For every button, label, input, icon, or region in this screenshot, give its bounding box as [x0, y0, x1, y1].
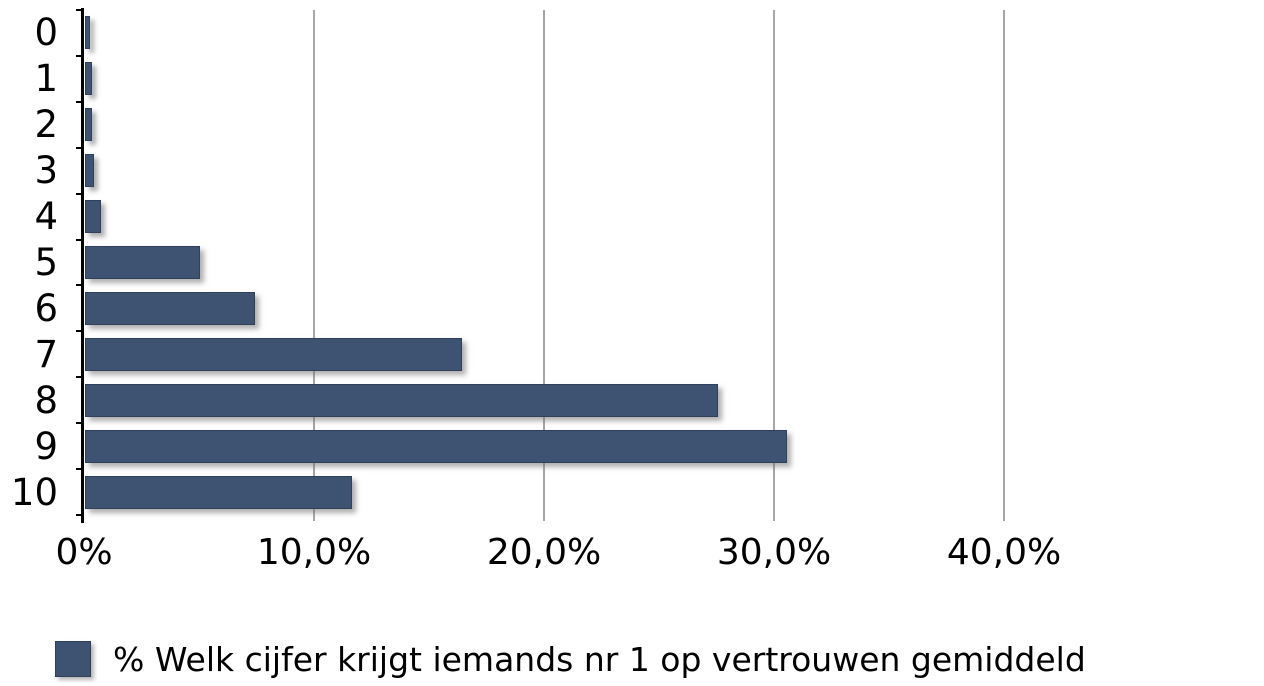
bar-category-4 [85, 200, 102, 234]
bar-category-2 [85, 108, 92, 142]
y-axis-category-label: 2 [34, 103, 58, 147]
y-axis-tick [76, 422, 81, 425]
y-axis-category-label: 4 [34, 195, 58, 239]
y-axis-tick [76, 376, 81, 379]
bar-category-5 [85, 246, 200, 279]
gridline-40 [1003, 10, 1005, 521]
y-axis-tick [76, 146, 81, 149]
y-axis-category-label: 3 [34, 149, 58, 193]
y-axis-tick [76, 54, 81, 57]
bar-category-1 [85, 62, 92, 96]
bar-category-9 [85, 429, 787, 463]
y-axis-tick [76, 9, 81, 11]
x-axis-tick-label: 30,0% [716, 532, 832, 573]
y-axis-tick [76, 468, 81, 471]
y-axis-category-label: 5 [34, 240, 58, 284]
y-axis-tick [76, 284, 81, 287]
y-axis-line [81, 8, 84, 523]
legend: % Welk cijfer krijgt iemands nr 1 op ver… [55, 638, 1086, 680]
x-axis-tick-label: 10,0% [256, 532, 372, 573]
bar-category-3 [85, 154, 95, 188]
gridline-20 [543, 10, 545, 521]
gridline-10 [313, 10, 315, 521]
bar-category-8 [85, 383, 718, 417]
y-axis-category-label: 10 [10, 470, 58, 514]
bar-category-0 [85, 16, 90, 50]
gridline-30 [773, 10, 775, 521]
y-axis-category-label: 7 [34, 332, 58, 376]
y-axis-tick [76, 514, 81, 516]
y-axis-tick [76, 330, 81, 333]
y-axis-category-label: 8 [34, 378, 58, 422]
y-axis-category-label: 9 [34, 424, 58, 468]
legend-label: % Welk cijfer krijgt iemands nr 1 op ver… [113, 639, 1086, 679]
y-axis-tick [76, 192, 81, 195]
bar-category-10 [85, 475, 352, 509]
bar-category-7 [85, 337, 463, 371]
y-axis-category-label: 0 [34, 11, 58, 55]
x-axis-tick-label: 40,0% [946, 532, 1062, 573]
bar-category-6 [85, 291, 256, 325]
x-axis-tick-label: 20,0% [486, 532, 602, 573]
legend-swatch [55, 641, 91, 677]
x-axis-tick-label: 0% [55, 532, 113, 573]
y-axis-category-label: 1 [34, 57, 58, 101]
y-axis-tick [76, 238, 81, 241]
y-axis-tick [76, 100, 81, 103]
y-axis-category-label: 6 [34, 286, 58, 330]
